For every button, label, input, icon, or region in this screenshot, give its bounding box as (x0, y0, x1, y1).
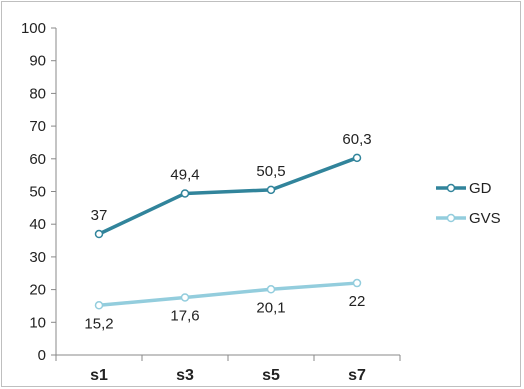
y-tick-label: 90 (29, 53, 46, 70)
data-point-gvs (352, 278, 362, 288)
data-label-gvs: 15,2 (84, 315, 113, 332)
legend-label-gd: GD (469, 180, 492, 197)
y-tick-label: 20 (29, 282, 46, 299)
legend-marker-gvs (446, 213, 456, 223)
y-tick-label: 30 (29, 249, 46, 266)
y-tick-label: 0 (38, 347, 46, 364)
y-tick-label: 10 (29, 314, 46, 331)
x-tick-label: s3 (176, 367, 194, 384)
series-line-gvs (97, 281, 359, 308)
chart-series: 37 49,4 50,5 60,3 15,2 17,6 20,1 22 (84, 131, 371, 332)
data-label-gvs: 20,1 (256, 299, 285, 316)
y-tick-label: 80 (29, 85, 46, 102)
data-point-gd (266, 185, 276, 195)
x-tick-label: s1 (90, 367, 108, 384)
y-tick-label: 50 (29, 184, 46, 201)
data-point-gd (94, 229, 104, 239)
data-label-gd: 50,5 (256, 163, 285, 180)
y-tick-label: 60 (29, 151, 46, 168)
data-point-gd (180, 189, 190, 198)
series-line-gd (97, 156, 359, 236)
data-label-gvs: 17,6 (170, 307, 199, 324)
data-point-gd (352, 153, 362, 163)
x-tick-label: s7 (348, 367, 366, 384)
legend-marker-gd (446, 183, 456, 193)
x-tick-label: s5 (262, 367, 280, 384)
data-point-gvs (180, 293, 190, 302)
chart-axes: 0 10 20 30 40 50 60 70 80 90 100 s1 s3 s5 s7 (21, 20, 401, 384)
data-label-gd: 37 (91, 207, 108, 224)
legend-label-gvs: GVS (469, 210, 501, 227)
y-tick-label: 70 (29, 118, 46, 135)
chart-legend: GD GVS (436, 180, 501, 227)
data-label-gvs: 22 (349, 293, 366, 310)
data-point-gvs (94, 301, 104, 310)
y-tick-label: 40 (29, 216, 46, 233)
data-point-gvs (266, 285, 276, 294)
data-label-gd: 49,4 (170, 166, 199, 183)
data-label-gd: 60,3 (342, 131, 371, 148)
y-tick-label: 100 (21, 20, 46, 37)
